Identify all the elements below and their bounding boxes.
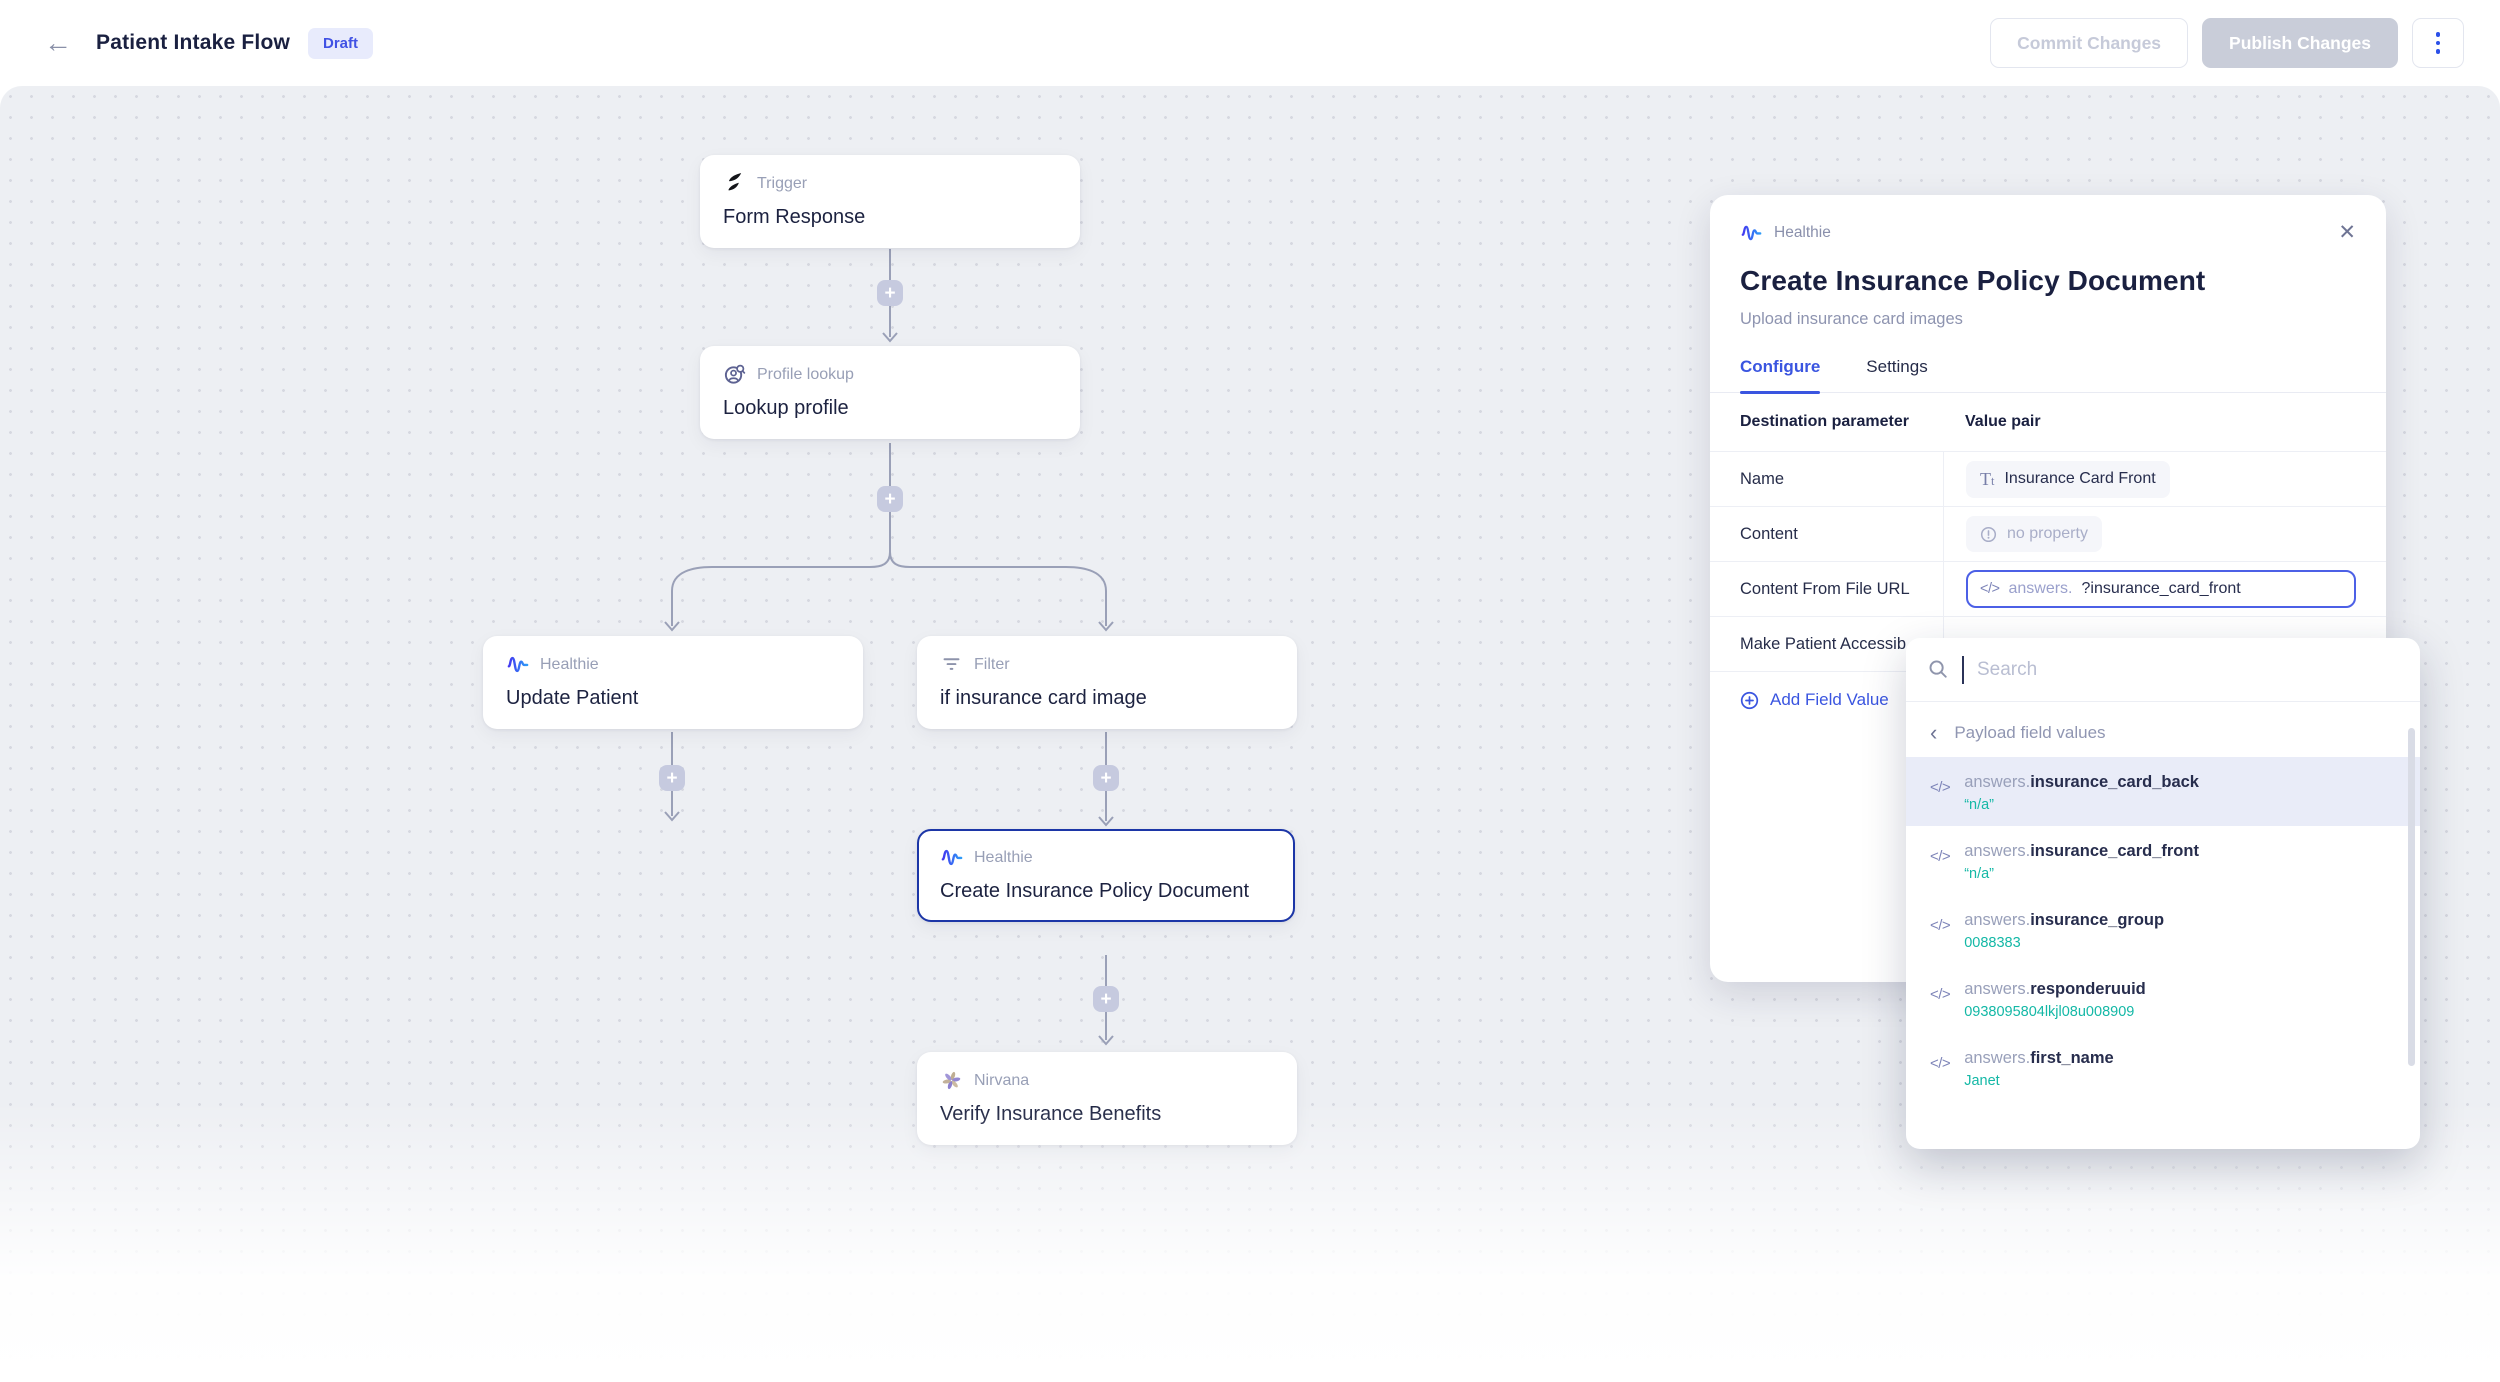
param-label: Content From File URL (1740, 579, 1910, 598)
node-type-label: Healthie (974, 848, 1033, 866)
node-type-label: Filter (974, 655, 1010, 673)
column-header: Value pair (1965, 413, 2041, 430)
value-text: no property (2007, 525, 2088, 542)
top-bar: ← Patient Intake Flow Draft Commit Chang… (0, 0, 2500, 86)
table-row-name: Name Tt Insurance Card Front (1710, 451, 2386, 506)
panel-tabs: Configure Settings (1710, 357, 2386, 394)
field-option-insurance-card-back[interactable]: </> answers.insurance_card_back “n/a” (1906, 757, 2420, 827)
table-header-row: Destination parameter Value pair (1710, 393, 2386, 451)
node-form-response[interactable]: Trigger Form Response (700, 155, 1080, 248)
table-row-content: Content no property (1710, 506, 2386, 561)
more-options-button[interactable] (2412, 18, 2464, 68)
search-input[interactable] (1977, 658, 2398, 681)
add-step-button[interactable]: + (877, 280, 903, 306)
kebab-dot (2435, 32, 2441, 37)
healthie-icon (506, 653, 529, 676)
field-sample-value: Janet (1964, 1073, 2000, 1090)
value-text: ?insurance_card_front (2081, 580, 2241, 597)
panel-title: Create Insurance Policy Document (1740, 265, 2206, 296)
warning-circle-icon (1980, 526, 1997, 543)
node-lookup-profile[interactable]: Profile lookup Lookup profile (700, 346, 1080, 439)
table-row-content-from-file-url: Content From File URL </> answers. ?insu… (1710, 561, 2386, 616)
node-type-label: Profile lookup (757, 365, 854, 383)
value-prefix: answers. (2008, 580, 2073, 597)
healthie-icon (1740, 221, 1763, 244)
node-title: Lookup profile (723, 397, 849, 419)
field-option-insurance-group[interactable]: </> answers.insurance_group 0088383 (1930, 911, 2165, 952)
panel-subtitle: Upload insurance card images (1740, 310, 1963, 328)
flow-title: Patient Intake Flow (96, 31, 290, 54)
kebab-dot (2435, 49, 2441, 54)
node-title: Update Patient (506, 687, 639, 709)
node-title: Create Insurance Policy Document (940, 880, 1250, 902)
profile-lookup-icon (723, 363, 746, 386)
node-type-label: Healthie (540, 655, 599, 673)
status-badge: Draft (308, 27, 374, 59)
search-icon (1928, 659, 1949, 680)
filter-icon (940, 653, 963, 676)
node-type-label: Nirvana (974, 1071, 1030, 1089)
node-title: if insurance card image (940, 687, 1147, 709)
add-step-button[interactable]: + (877, 486, 903, 512)
param-label: Content (1740, 524, 1798, 543)
plus-circle-icon (1740, 691, 1759, 710)
add-step-button[interactable]: + (1093, 765, 1119, 791)
add-step-button[interactable]: + (659, 765, 685, 791)
node-verify-insurance-benefits[interactable]: Nirvana Verify Insurance Benefits (917, 1052, 1297, 1145)
commit-changes-button[interactable]: Commit Changes (1990, 18, 2189, 68)
param-label: Make Patient Accessib (1740, 634, 1906, 653)
field-option-first-name[interactable]: </> answers.first_name Janet (1930, 1049, 2114, 1090)
field-sample-value: 0938095804lkjl08u008909 (1964, 1004, 2135, 1021)
node-filter[interactable]: Filter if insurance card image (917, 636, 1297, 729)
node-create-insurance-policy-document[interactable]: Healthie Create Insurance Policy Documen… (917, 829, 1295, 922)
code-icon: </> (1930, 1055, 1951, 1073)
add-field-value-label: Add Field Value (1770, 690, 1889, 709)
node-update-patient[interactable]: Healthie Update Patient (483, 636, 863, 729)
panel-app-label: Healthie (1774, 223, 1831, 241)
text-cursor (1962, 655, 1964, 684)
code-icon: </> (1930, 779, 1951, 796)
field-option-insurance-card-front[interactable]: </> answers.insurance_card_front “n/a” (1930, 842, 2199, 883)
empty-value-chip[interactable]: no property (1966, 516, 2102, 552)
code-icon: </> (1930, 986, 1951, 1004)
node-title: Verify Insurance Benefits (940, 1103, 1162, 1125)
field-option-responderuuid[interactable]: </> answers.responderuuid 0938095804lkjl… (1930, 980, 2146, 1021)
field-sample-value: 0088383 (1964, 935, 2021, 952)
healthie-icon (940, 846, 963, 869)
parameter-table: Destination parameter Value pair Name Tt… (1710, 393, 2386, 728)
value-text: Insurance Card Front (2004, 470, 2156, 487)
code-icon: </> (1930, 917, 1951, 935)
code-icon: </> (1980, 581, 2000, 597)
param-label: Name (1740, 469, 1785, 488)
text-type-icon: Tt (1980, 468, 1995, 489)
back-arrow-icon[interactable]: ← (44, 27, 72, 58)
tab-settings[interactable]: Settings (1866, 357, 1928, 376)
value-chip[interactable]: Tt Insurance Card Front (1966, 460, 2170, 498)
nirvana-pinwheel-icon (940, 1069, 963, 1092)
group-label: Payload field values (1954, 723, 2106, 742)
code-icon: </> (1930, 848, 1951, 866)
dropdown-scrollbar[interactable] (2408, 728, 2415, 1066)
node-type-label: Trigger (757, 174, 808, 192)
field-picker-dropdown: ‹ Payload field values </> answers.insur… (1906, 638, 2420, 1149)
kebab-dot (2435, 40, 2441, 46)
chevron-left-icon[interactable]: ‹ (1930, 720, 1938, 745)
field-sample-value: “n/a” (1964, 797, 1995, 814)
column-header: Destination parameter (1740, 413, 1909, 430)
trigger-bolt-icon (723, 172, 746, 195)
close-icon[interactable]: ✕ (2338, 221, 2356, 244)
field-sample-value: “n/a” (1964, 866, 1995, 883)
node-title: Form Response (723, 206, 866, 228)
publish-changes-button[interactable]: Publish Changes (2202, 18, 2398, 68)
value-input-focused[interactable]: </> answers. ?insurance_card_front (1966, 570, 2356, 608)
tab-configure[interactable]: Configure (1740, 357, 1821, 394)
add-step-button[interactable]: + (1093, 986, 1119, 1012)
